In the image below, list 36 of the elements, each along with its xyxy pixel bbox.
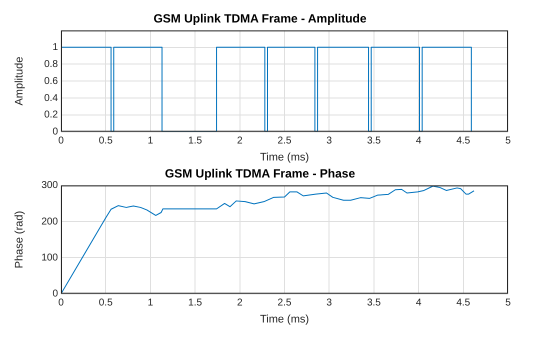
x-tick-label: 2.5 [278, 136, 292, 147]
x-tick-label: 1.5 [188, 136, 202, 147]
x-tick-label: 1 [148, 298, 154, 309]
x-axis-title: Time (ms) [260, 313, 310, 326]
x-tick-label: 3 [326, 298, 332, 309]
x-tick-label: 5 [505, 298, 512, 309]
y-tick-label: 1 [52, 42, 58, 54]
y-axis-title: Phase (rad) [14, 210, 26, 268]
x-tick-label: 1.5 [188, 298, 202, 309]
x-axis-title: Time (ms) [260, 151, 310, 164]
y-tick-label: 300 [41, 180, 58, 192]
x-tick-label: 4.5 [456, 136, 471, 147]
x-tick-label: 3.5 [366, 298, 382, 309]
x-tick-label: 4.5 [456, 298, 471, 309]
chart-title: GSM Uplink TDMA Frame - Amplitude [153, 12, 367, 26]
x-tick-label: 4 [416, 298, 422, 309]
y-tick-label: 100 [41, 252, 58, 264]
x-tick-label: 2 [237, 298, 244, 309]
y-tick-label: 0 [52, 288, 58, 300]
x-tick-label: 4 [416, 136, 422, 147]
x-tick-label: 0.5 [98, 298, 114, 309]
y-tick-label: 0.2 [44, 110, 58, 121]
x-tick-label: 1 [148, 136, 154, 147]
y-tick-label: 0 [52, 126, 58, 138]
y-tick-label: 0.4 [44, 92, 58, 104]
chart-title: GSM Uplink TDMA Frame - Phase [164, 166, 356, 181]
x-tick-label: 3.5 [366, 136, 382, 147]
x-tick-label: 2.5 [278, 298, 292, 309]
x-tick-label: 5 [505, 136, 512, 147]
y-tick-label: 200 [41, 216, 58, 228]
y-axis-title: Amplitude [14, 56, 26, 106]
x-tick-label: 0.5 [98, 136, 114, 147]
x-tick-label: 3 [326, 136, 332, 147]
x-tick-label: 2 [237, 136, 244, 147]
y-tick-label: 0.8 [44, 58, 58, 70]
y-tick-label: 0.6 [44, 76, 58, 87]
